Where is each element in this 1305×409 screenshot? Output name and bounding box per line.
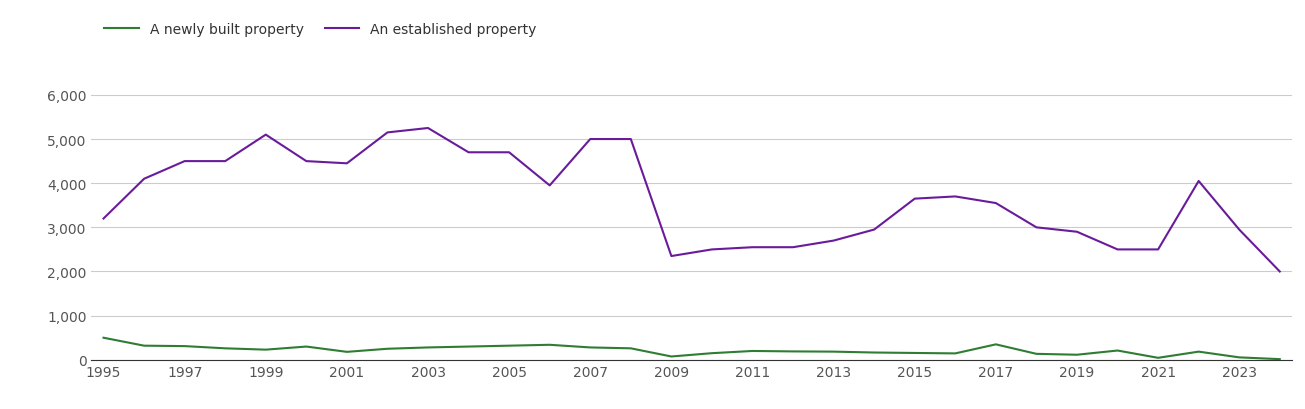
A newly built property [1191,349,1207,354]
A newly built property [663,354,679,359]
A newly built property [461,344,476,349]
A newly built property [258,347,274,352]
An established property [1232,227,1248,232]
An established property [258,133,274,138]
A newly built property [380,346,395,351]
A newly built property [299,344,315,349]
A newly built property [95,335,111,340]
A newly built property [1232,355,1248,360]
Line: An established property: An established property [103,129,1280,272]
A newly built property [542,342,557,347]
An established property [826,238,842,243]
An established property [705,247,720,252]
A newly built property [622,346,638,351]
An established property [380,130,395,135]
An established property [867,227,882,232]
An established property [988,201,1004,206]
A newly built property [1109,348,1125,353]
An established property [339,162,355,166]
An established property [1069,230,1084,235]
An established property [420,126,436,131]
An established property [947,195,963,200]
A newly built property [501,344,517,348]
An established property [663,254,679,259]
An established property [907,197,923,202]
An established property [745,245,761,250]
A newly built property [705,351,720,356]
An established property [622,137,638,142]
An established property [176,159,192,164]
An established property [786,245,801,250]
An established property [1150,247,1165,252]
A newly built property [786,349,801,354]
A newly built property [582,345,598,350]
A newly built property [339,350,355,355]
A newly built property [1028,351,1044,356]
An established property [218,159,234,164]
A newly built property [745,348,761,353]
A newly built property [1150,355,1165,360]
A newly built property [907,351,923,355]
A newly built property [947,351,963,356]
A newly built property [1069,353,1084,357]
An established property [1272,270,1288,274]
A newly built property [136,344,151,348]
A newly built property [218,346,234,351]
An established property [1109,247,1125,252]
An established property [1028,225,1044,230]
A newly built property [867,350,882,355]
An established property [461,151,476,155]
An established property [299,159,315,164]
A newly built property [176,344,192,349]
An established property [542,184,557,189]
An established property [136,177,151,182]
Line: A newly built property: A newly built property [103,338,1280,359]
An established property [1191,179,1207,184]
An established property [95,216,111,221]
A newly built property [988,342,1004,347]
A newly built property [826,349,842,354]
An established property [582,137,598,142]
An established property [501,151,517,155]
Legend: A newly built property, An established property: A newly built property, An established p… [98,18,543,43]
A newly built property [420,345,436,350]
A newly built property [1272,357,1288,362]
